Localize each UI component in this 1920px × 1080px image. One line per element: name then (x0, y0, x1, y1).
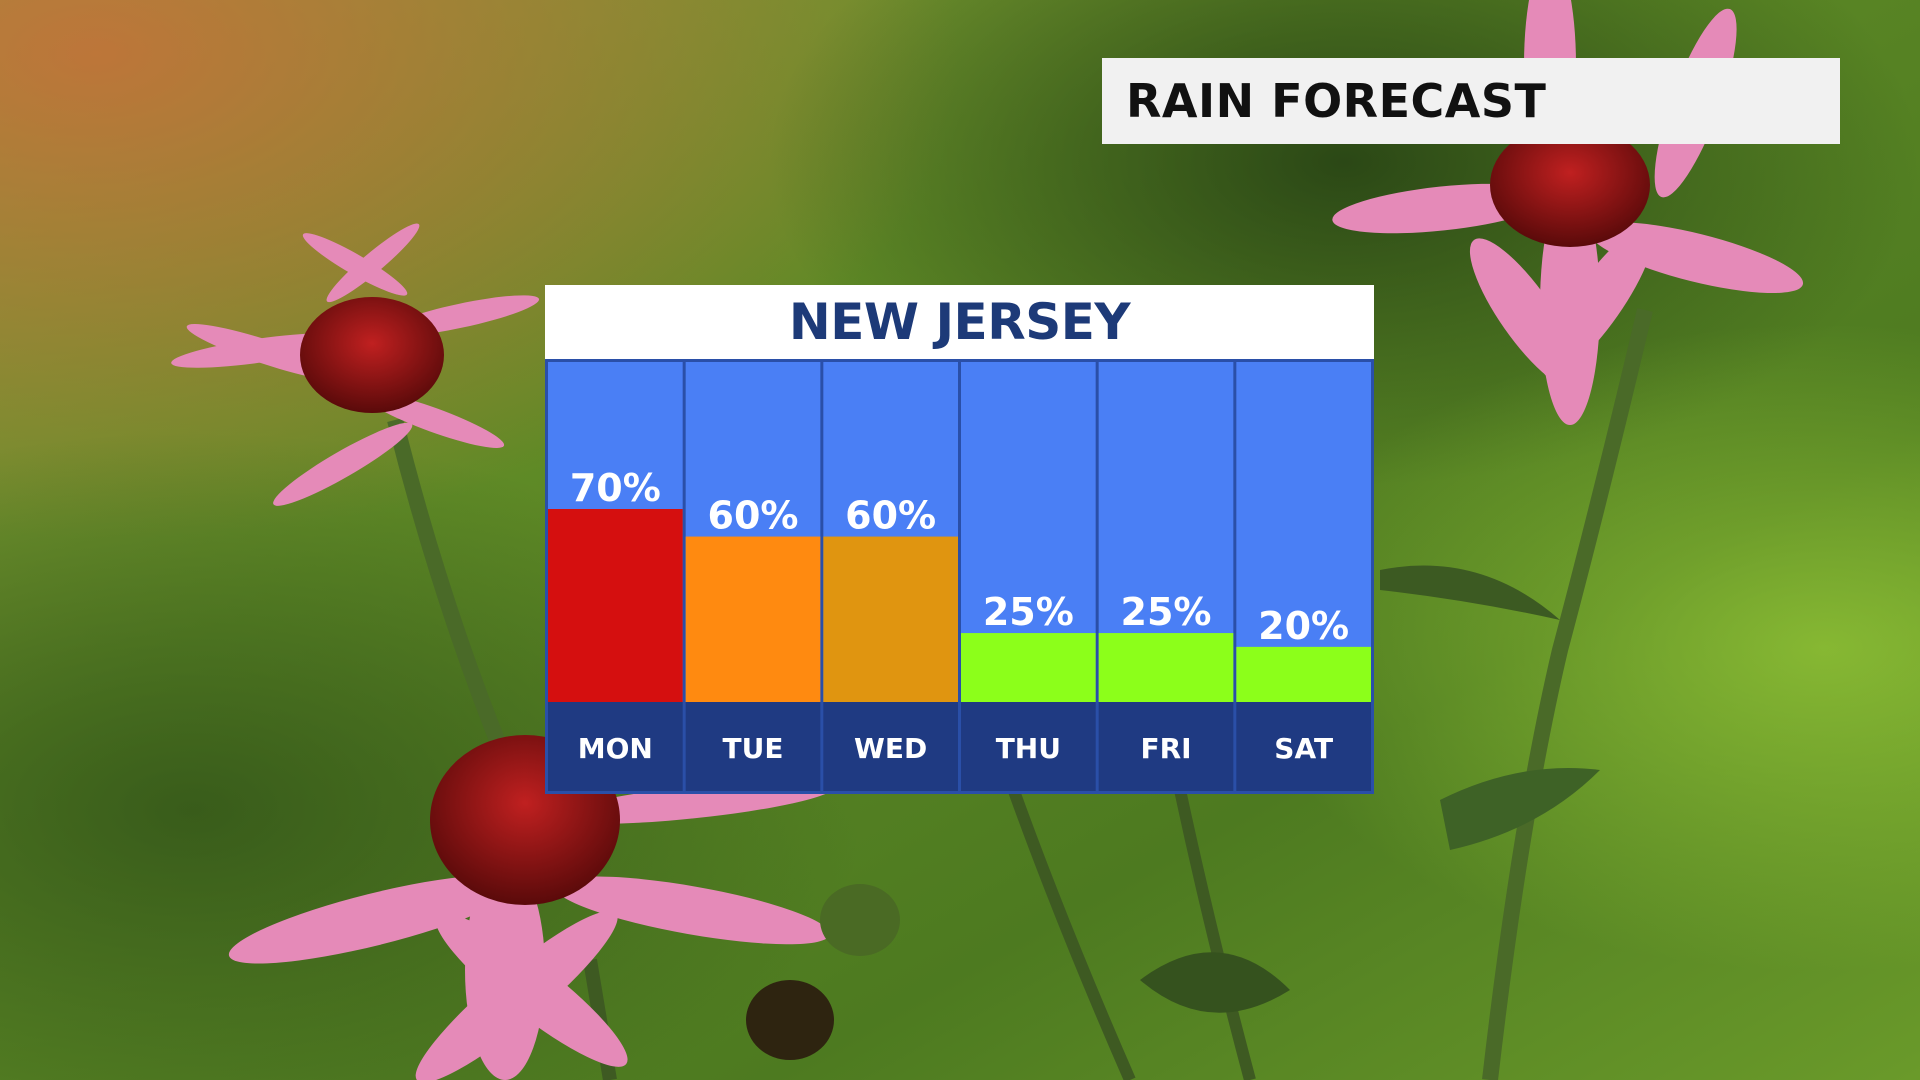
bar-mon (548, 509, 683, 702)
bar-fri (1098, 633, 1234, 702)
bar-wed (823, 536, 958, 702)
day-band (823, 702, 958, 791)
day-label-tue: TUE (723, 732, 784, 765)
chart-frame (545, 359, 1374, 794)
day-band (1098, 702, 1234, 791)
bar-thu (961, 633, 1096, 702)
day-label-thu: THU (996, 732, 1061, 765)
day-band (961, 702, 1096, 791)
panel-title: NEW JERSEY (788, 293, 1131, 351)
column-background (1236, 362, 1371, 702)
bar-value-label: 70% (570, 466, 661, 510)
day-label-sat: SAT (1274, 732, 1333, 765)
day-band (685, 702, 821, 791)
bar-tue (685, 536, 821, 702)
bar-value-label: 60% (845, 494, 936, 538)
panel-title-box: NEW JERSEY (545, 285, 1374, 359)
rain-chance-bar-chart: 70% MON 60% TUE 60% WED 25% THU 25% FRI 20% SAT (545, 359, 1374, 794)
bar-value-label: 25% (983, 590, 1074, 634)
bar-value-label: 20% (1258, 604, 1349, 648)
day-label-wed: WED (854, 732, 927, 765)
header-box: RAIN FORECAST (1102, 58, 1840, 144)
header-title: RAIN FORECAST (1126, 74, 1547, 128)
bar-value-label: 25% (1121, 590, 1212, 634)
bar-sat (1236, 646, 1371, 702)
bar-value-label: 60% (708, 494, 799, 538)
day-label-mon: MON (578, 732, 653, 765)
day-band (1236, 702, 1371, 791)
day-band (548, 702, 683, 791)
forecast-panel: NEW JERSEY 70% MON 60% TUE 60% WED 25% THU 25% FR… (545, 285, 1374, 794)
day-label-fri: FRI (1140, 732, 1191, 765)
